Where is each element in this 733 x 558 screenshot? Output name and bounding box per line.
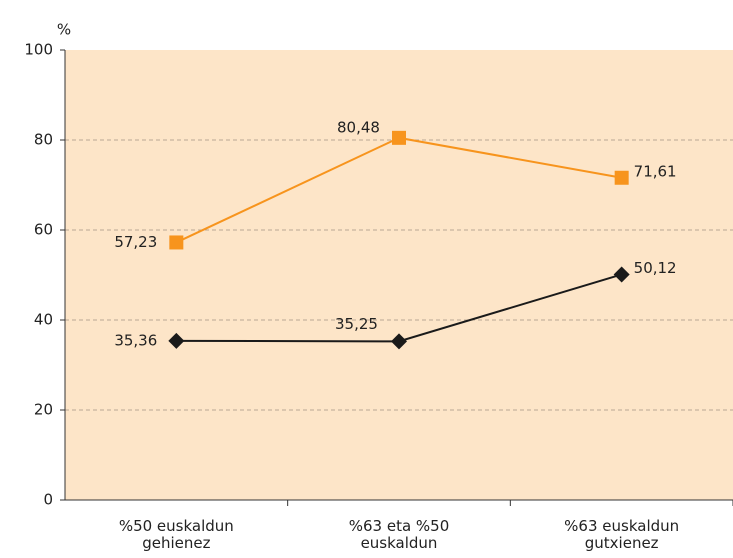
data-label: 71,61 (634, 162, 677, 180)
data-label: 57,23 (114, 233, 157, 251)
data-label: 50,12 (634, 259, 677, 277)
data-label: 80,48 (337, 118, 380, 136)
x-tick-label: %50 euskaldun gehienez (119, 517, 234, 552)
y-tick-label: 100 (24, 41, 53, 59)
y-axis-label: % (57, 21, 71, 39)
x-tick-label-line: %63 euskaldun (564, 517, 679, 535)
y-tick-label: 60 (34, 221, 53, 239)
x-tick-label: %63 eta %50 euskaldun (349, 517, 450, 552)
y-tick-label: 0 (43, 491, 53, 509)
y-tick-label: 80 (34, 131, 53, 149)
y-tick-label: 20 (34, 401, 53, 419)
y-tick-label: 40 (34, 311, 53, 329)
x-tick-label-line: euskaldun (361, 534, 438, 552)
data-label: 35,36 (114, 331, 157, 349)
x-tick-label-line: %50 euskaldun (119, 517, 234, 535)
marker (392, 130, 406, 145)
x-tick-label-line: gutxienez (585, 534, 659, 552)
marker (391, 333, 407, 350)
marker (168, 332, 185, 349)
x-tick-label-line: %63 eta %50 (349, 517, 450, 535)
marker (613, 266, 630, 283)
data-label: 35,25 (335, 315, 378, 333)
marker (169, 235, 184, 250)
x-tick-label-line: gehienez (142, 534, 210, 552)
marker (614, 170, 629, 185)
x-tick-label: %63 euskaldun gutxienez (564, 517, 679, 552)
